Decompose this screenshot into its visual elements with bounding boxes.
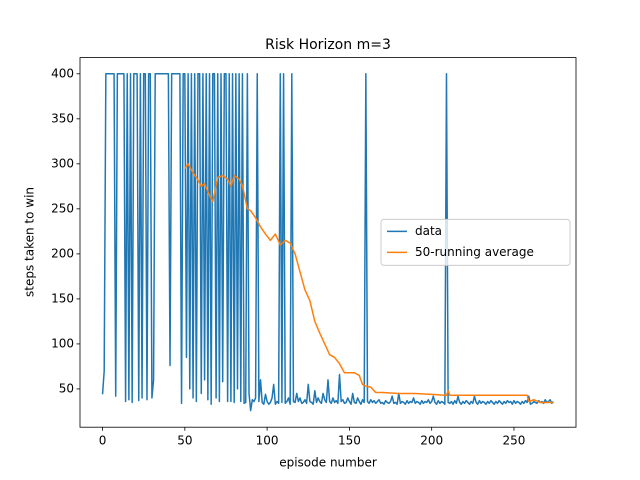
axes-frame — [79, 57, 577, 428]
legend-box — [380, 218, 571, 266]
y-axis-label: steps taken to win — [23, 187, 37, 297]
y-tick-label: 100 — [51, 336, 74, 350]
chart-title: Risk Horizon m=3 — [265, 37, 391, 53]
x-tick-label: 0 — [99, 434, 107, 448]
x-tick-label: 250 — [503, 434, 526, 448]
y-tick-label: 400 — [51, 66, 74, 80]
y-tick-label: 350 — [51, 111, 74, 125]
y-tick-label: 200 — [51, 246, 74, 260]
x-axis-label: episode number — [279, 456, 377, 470]
series-line — [101, 73, 555, 412]
x-tick-label: 100 — [256, 434, 279, 448]
x-tick-label: 150 — [338, 434, 361, 448]
series-line — [184, 163, 554, 404]
y-tick-label: 150 — [51, 291, 74, 305]
legend-label: 50-running average — [415, 245, 534, 259]
y-tick-label: 250 — [51, 201, 74, 215]
legend-label: data — [415, 224, 442, 238]
legend: data 50-running average — [380, 218, 571, 266]
y-tick-label: 300 — [51, 156, 74, 170]
x-tick-label: 200 — [420, 434, 443, 448]
y-tick-label: 50 — [59, 381, 74, 395]
x-tick-label: 50 — [177, 434, 192, 448]
